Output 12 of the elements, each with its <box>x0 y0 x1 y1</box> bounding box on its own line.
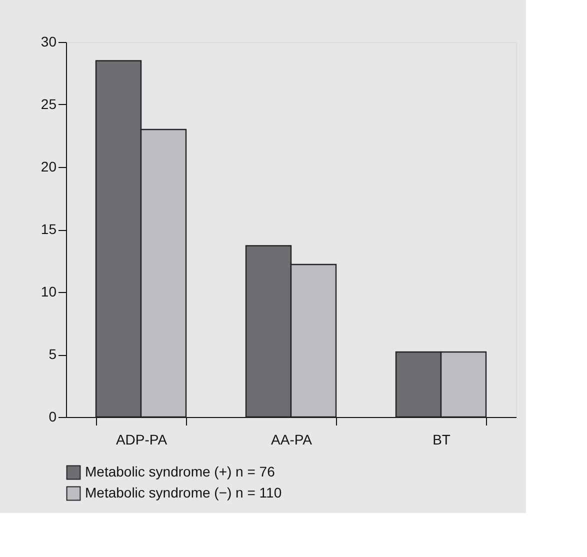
y-tick-label: 20 <box>40 158 57 174</box>
y-tick-label: 25 <box>40 96 57 112</box>
y-tick-label: 0 <box>48 408 57 424</box>
y-tick-label: 10 <box>40 284 57 300</box>
x-tick-label: ADP-PA <box>116 432 168 448</box>
y-tick-label: 5 <box>48 346 57 362</box>
x-tick-label: AA-PA <box>271 432 313 448</box>
y-tick-label: 30 <box>40 34 57 50</box>
x-tick-label: BT <box>432 432 451 448</box>
legend-label: Metabolic syndrome (+) n = 76 <box>85 464 276 480</box>
legend-label: Metabolic syndrome (−) n = 110 <box>85 484 282 500</box>
y-tick-label: 15 <box>40 221 57 237</box>
